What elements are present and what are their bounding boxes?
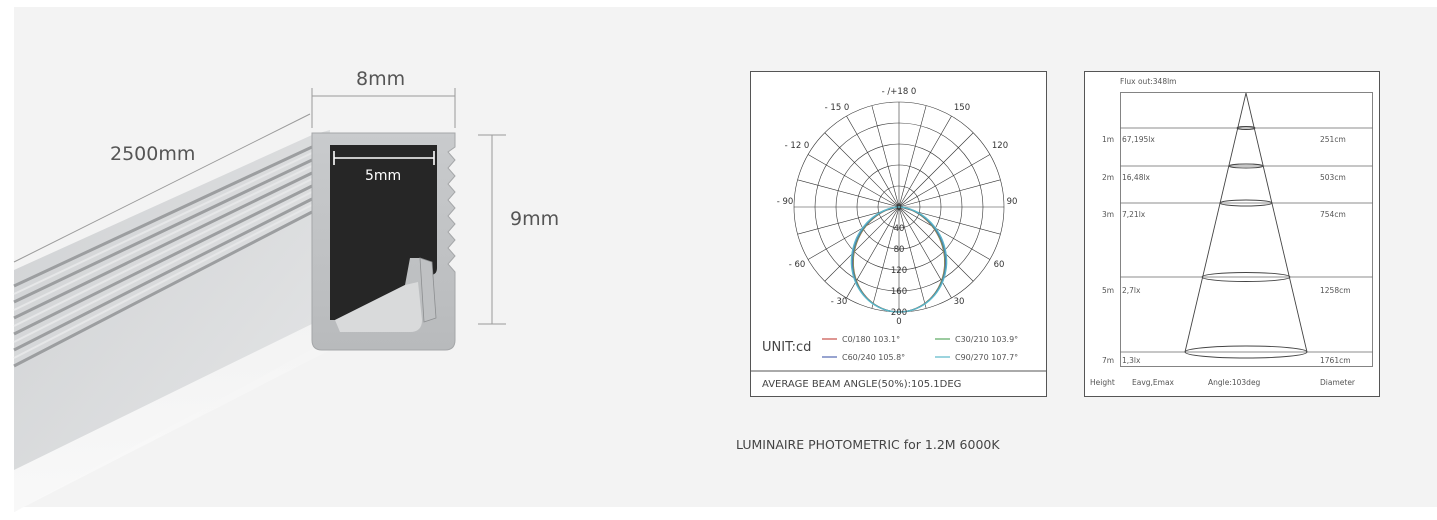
polar-spoke xyxy=(807,154,900,208)
polar-angle-label: 120 xyxy=(992,141,1008,151)
channel-cavity xyxy=(330,145,437,320)
row-lux: 1,3lx xyxy=(1122,356,1141,365)
light-cone xyxy=(1184,92,1308,359)
polar-spoke xyxy=(898,206,927,309)
legend-label-c60: C60/240 105.8° xyxy=(842,353,905,362)
row-lux: 7,21lx xyxy=(1122,210,1146,219)
illuminance-rows: 1m 67,195lx 251cm 2m 16,48lx 503cm 3m 7,… xyxy=(1102,135,1351,365)
polar-curves xyxy=(850,206,948,313)
row-diameter: 1761cm xyxy=(1320,356,1351,365)
polar-angle-label: - 15 0 xyxy=(825,103,850,113)
polar-angle-label: 30 xyxy=(954,297,965,307)
polar-spoke xyxy=(807,206,900,260)
row-diameter: 1258cm xyxy=(1320,286,1351,295)
height-lines xyxy=(1120,127,1373,353)
row-diameter: 503cm xyxy=(1320,173,1346,182)
polar-angle-label: 150 xyxy=(954,103,970,113)
polar-spoke xyxy=(898,115,952,208)
polar-spoke xyxy=(898,206,991,260)
polar-radial-label: 80 xyxy=(894,245,905,255)
polar-radial-label: 160 xyxy=(891,287,907,297)
average-beam-angle: AVERAGE BEAM ANGLE(50%):105.1DEG xyxy=(762,379,961,390)
polar-spoke xyxy=(871,105,900,208)
footer-eavg: Eavg,Emax xyxy=(1132,378,1175,387)
polar-angle-label: 0 xyxy=(896,317,901,327)
polar-spoke xyxy=(846,115,900,208)
polar-spoke xyxy=(898,154,991,208)
polar-angle-label: - 30 xyxy=(831,297,848,307)
polar-spoke xyxy=(898,206,974,282)
legend-label-c0: C0/180 103.1° xyxy=(842,335,900,344)
polar-spoke xyxy=(824,206,900,282)
polar-angle-label: - 60 xyxy=(789,260,806,270)
profile-body xyxy=(14,130,330,512)
polar-spoke xyxy=(898,179,1001,208)
polar-radial-label: 120 xyxy=(891,266,907,276)
polar-radial-label: 40 xyxy=(894,224,905,234)
polar-angle-label: - 12 0 xyxy=(785,141,810,151)
profile-ribs xyxy=(13,145,313,368)
polar-angle-label: 60 xyxy=(994,260,1005,270)
polar-angle-label: - 90 xyxy=(777,197,794,207)
height-dimension-label: 9mm xyxy=(510,208,560,230)
polar-spoke xyxy=(824,132,900,208)
row-lux: 67,195lx xyxy=(1122,135,1155,144)
dimension-lines xyxy=(13,88,506,325)
polar-curve-3 xyxy=(850,206,948,313)
row-diameter: 754cm xyxy=(1320,210,1346,219)
polar-spoke xyxy=(898,105,927,208)
diffuser-glow xyxy=(14,320,330,512)
length-dimension-label: 2500mm xyxy=(110,143,196,165)
row-height: 7m xyxy=(1102,356,1114,365)
legend-label-c90: C90/270 107.7° xyxy=(955,353,1018,362)
flux-out-label: Flux out:348lm xyxy=(1120,77,1177,86)
row-lux: 2,7lx xyxy=(1122,286,1141,295)
polar-radial-labels: 0 40 80 120 160 200 xyxy=(891,203,907,318)
footer-height: Height xyxy=(1090,378,1115,387)
footer-diameter: Diameter xyxy=(1320,378,1356,387)
diffuser-lens xyxy=(335,282,422,332)
row-diameter: 251cm xyxy=(1320,135,1346,144)
illuminance-footer: Height Eavg,Emax Angle:103deg Diameter xyxy=(1090,378,1356,387)
row-height: 3m xyxy=(1102,210,1114,219)
illuminance-cone-chart: Flux out:348lm 1m 67,195lx 251cm 2m 16,4… xyxy=(1084,71,1380,397)
polar-legend: C0/180 103.1° C30/210 103.9° C60/240 105… xyxy=(822,335,1018,362)
polar-angle-labels: - /+18 0 - 15 0 150 - 12 0 120 - 90 90 - 60 60 - … xyxy=(777,87,1018,327)
row-height: 1m xyxy=(1102,135,1114,144)
row-height: 2m xyxy=(1102,173,1114,182)
cone-frame xyxy=(1120,92,1373,367)
legend-label-c30: C30/210 103.9° xyxy=(955,335,1018,344)
polar-radial-label: 200 xyxy=(891,308,907,318)
polar-spoke xyxy=(871,206,900,309)
width-dimension-label: 8mm xyxy=(356,68,406,90)
polar-angle-label: 90 xyxy=(1007,197,1018,207)
polar-spoke xyxy=(898,132,974,208)
inner-width-dimension-label: 5mm xyxy=(365,168,402,184)
footer-angle: Angle:103deg xyxy=(1208,378,1261,387)
polar-radial-label: 0 xyxy=(896,203,901,213)
polar-spoke xyxy=(797,179,900,208)
row-lux: 16,48lx xyxy=(1122,173,1151,182)
polar-unit-label: UNIT:cd xyxy=(762,340,811,355)
polar-intensity-chart: - /+18 0 - 15 0 150 - 12 0 120 - 90 90 - 60 60 - … xyxy=(750,71,1047,397)
polar-angle-label: - /+18 0 xyxy=(882,87,917,97)
row-height: 5m xyxy=(1102,286,1114,295)
photometric-caption: LUMINAIRE PHOTOMETRIC for 1.2M 6000K xyxy=(736,437,1000,452)
